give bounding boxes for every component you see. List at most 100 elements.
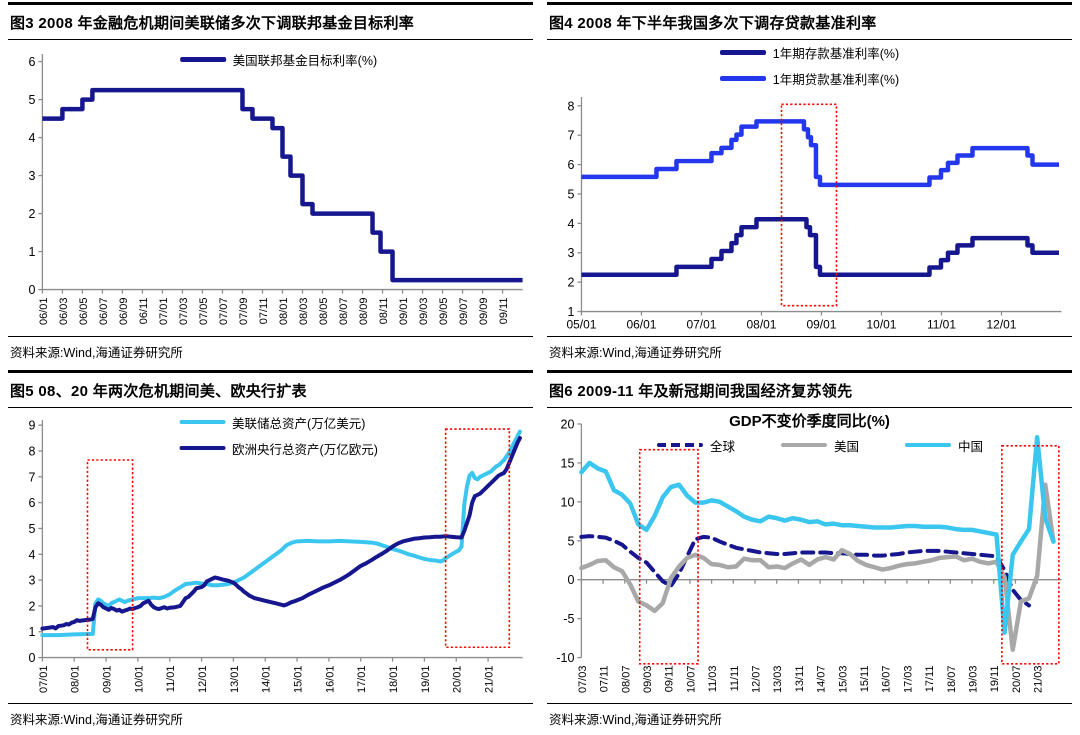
svg-text:1: 1 xyxy=(568,305,575,319)
legend-label: 1年期存款基准利率(%) xyxy=(772,47,900,61)
legend-item: 美国 xyxy=(780,436,860,455)
legend-line-swatch xyxy=(719,76,766,81)
svg-text:11/01: 11/01 xyxy=(927,318,956,332)
svg-text:4: 4 xyxy=(28,131,35,145)
svg-text:07/11: 07/11 xyxy=(258,298,270,325)
legend-item: 全球 xyxy=(656,436,735,455)
legend-item: 中国 xyxy=(905,436,983,455)
fig6-chart-area: GDP不变价季度同比(%) 全球 美国 中国 -10 -5 0 5 10 15 20 07/03 0… xyxy=(547,408,1072,704)
svg-text:11/11: 11/11 xyxy=(729,665,741,691)
svg-text:12/01: 12/01 xyxy=(197,665,209,692)
svg-text:13/03: 13/03 xyxy=(772,665,784,692)
svg-text:1: 1 xyxy=(28,245,35,259)
svg-text:09/07: 09/07 xyxy=(458,298,470,325)
svg-text:6: 6 xyxy=(568,158,575,172)
svg-text:06/07: 06/07 xyxy=(98,298,110,325)
legend-line-swatch xyxy=(905,442,952,448)
svg-text:08/01: 08/01 xyxy=(278,298,290,325)
svg-text:06/05: 06/05 xyxy=(78,298,90,325)
svg-text:08/01: 08/01 xyxy=(70,665,82,692)
svg-text:17/11: 17/11 xyxy=(924,665,936,692)
svg-text:7: 7 xyxy=(568,129,575,143)
svg-text:08/05: 08/05 xyxy=(318,298,330,325)
figure4-title: 图4 2008 年下半年我国多次下调存贷款基准利率 xyxy=(547,2,1072,40)
legend-label: 美联储总资产(万亿美元) xyxy=(232,416,366,431)
fig4-source-note: 资料来源:Wind,海通证券研究所 xyxy=(547,335,1072,364)
svg-text:12/01: 12/01 xyxy=(987,318,1017,332)
svg-text:10/01: 10/01 xyxy=(867,318,897,332)
figure5-title: 图5 08、20 年两次危机期间美、欧央行扩表 xyxy=(8,369,533,408)
fig6-source-note: 资料来源:Wind,海通证券研究所 xyxy=(547,703,1072,731)
svg-text:0: 0 xyxy=(28,283,35,297)
fig4-legend: 1年期存款基准利率(%) 1年期贷款基准利率(%) xyxy=(719,43,900,88)
svg-text:19/03: 19/03 xyxy=(968,665,980,692)
svg-text:3: 3 xyxy=(28,573,35,587)
figure3-title: 图3 2008 年金融危机期间美联储多次下调联邦基金目标利率 xyxy=(8,2,533,40)
svg-text:06/01: 06/01 xyxy=(626,318,656,332)
svg-text:7: 7 xyxy=(28,470,35,484)
panel-fig6: 图6 2009-11 年及新冠期间我国经济复苏领先 GDP不变价季度同比(%) … xyxy=(547,369,1072,732)
legend-label: 美国 xyxy=(833,439,860,454)
fig3-chart-area: 美国联邦基金目标利率(%) 0 1 2 3 4 5 6 06/01 06/03 06/05 06/0… xyxy=(8,40,533,336)
svg-text:15/03: 15/03 xyxy=(837,665,849,692)
legend-label: 中国 xyxy=(958,439,984,454)
svg-text:2: 2 xyxy=(568,276,575,290)
svg-text:21/01: 21/01 xyxy=(484,665,496,692)
fig5-legend: 美联储总资产(万亿美元) 欧洲央行总资产(万亿欧元) xyxy=(179,413,378,458)
svg-text:08/01: 08/01 xyxy=(747,318,777,332)
svg-text:10/01: 10/01 xyxy=(133,665,145,692)
svg-text:14/07: 14/07 xyxy=(816,665,828,692)
svg-text:1: 1 xyxy=(28,625,35,639)
legend-label: 欧洲央行总资产(万亿欧元) xyxy=(232,442,378,457)
svg-text:2: 2 xyxy=(28,207,35,221)
svg-text:11/01: 11/01 xyxy=(165,665,177,692)
legend-item: 美国联邦基金目标利率(%) xyxy=(179,50,377,69)
svg-text:17/01: 17/01 xyxy=(356,665,368,692)
svg-text:19/01: 19/01 xyxy=(420,665,432,692)
legend-label: 1年期贷款基准利率(%) xyxy=(772,73,900,87)
svg-text:9: 9 xyxy=(28,418,35,432)
svg-text:09/11: 09/11 xyxy=(498,298,510,325)
fig3-source-note: 资料来源:Wind,海通证券研究所 xyxy=(8,335,533,364)
svg-text:5: 5 xyxy=(28,93,35,107)
svg-text:05/01: 05/01 xyxy=(566,318,596,332)
svg-text:07/05: 07/05 xyxy=(198,298,210,325)
fed-ecb-balance-sheet-chart: 0 1 2 3 4 5 6 7 8 9 07/01 08/01 09/01 10/01 11/01 12/01… xyxy=(28,418,523,693)
svg-text:08/07: 08/07 xyxy=(620,665,632,692)
legend-line-swatch xyxy=(179,445,226,451)
panel-fig3: 图3 2008 年金融危机期间美联储多次下调联邦基金目标利率 美国联邦基金目标利… xyxy=(8,2,533,364)
svg-text:3: 3 xyxy=(28,169,35,183)
svg-text:2: 2 xyxy=(28,599,35,613)
svg-text:0: 0 xyxy=(567,573,574,587)
panel-fig5: 图5 08、20 年两次危机期间美、欧央行扩表 美联储总资产(万亿美元) 欧洲央行… xyxy=(8,369,533,732)
svg-text:07/11: 07/11 xyxy=(599,665,611,692)
panel-fig4: 图4 2008 年下半年我国多次下调存贷款基准利率 1年期存款基准利率(%) 1年… xyxy=(547,2,1072,364)
svg-text:15: 15 xyxy=(561,456,575,470)
svg-text:08/09: 08/09 xyxy=(358,298,370,325)
legend-line-swatch xyxy=(179,419,226,425)
legend-line-swatch xyxy=(656,442,703,448)
svg-text:15/01: 15/01 xyxy=(293,665,305,692)
legend-line-swatch xyxy=(719,50,766,55)
gdp-yoy-comparison-chart: -10 -5 0 5 10 15 20 07/03 07/11 08/07 09/03 09/11 10… xyxy=(556,417,1062,693)
gdp-chart-title: GDP不变价季度同比(%) xyxy=(729,412,890,430)
svg-text:09/03: 09/03 xyxy=(642,665,654,692)
svg-text:10/07: 10/07 xyxy=(685,665,697,692)
svg-text:09/05: 09/05 xyxy=(438,298,450,325)
legend-item: 美联储总资产(万亿美元) xyxy=(179,413,365,432)
svg-text:8: 8 xyxy=(568,99,575,113)
svg-text:09/09: 09/09 xyxy=(478,298,490,325)
svg-text:5: 5 xyxy=(568,187,575,201)
svg-text:6: 6 xyxy=(28,55,35,69)
svg-text:06/01: 06/01 xyxy=(38,298,50,325)
legend-line-swatch xyxy=(780,442,827,448)
svg-text:09/01: 09/01 xyxy=(102,665,114,692)
svg-text:08/03: 08/03 xyxy=(298,298,310,325)
svg-text:09/03: 09/03 xyxy=(418,298,430,325)
svg-text:5: 5 xyxy=(567,534,574,548)
svg-text:10: 10 xyxy=(561,495,575,509)
fig6-legend: 全球 美国 中国 xyxy=(656,436,983,455)
svg-text:5: 5 xyxy=(28,521,35,535)
figure6-title: 图6 2009-11 年及新冠期间我国经济复苏领先 xyxy=(547,369,1072,408)
